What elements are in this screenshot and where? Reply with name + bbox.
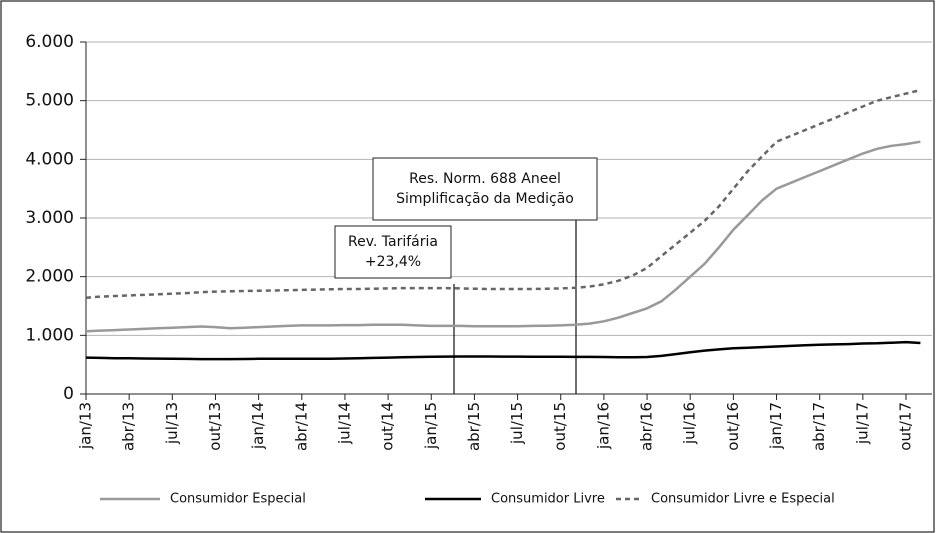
x-tick-label: jul/13: [163, 402, 181, 445]
y-tick-label: 0: [63, 384, 74, 404]
x-tick-label: out/13: [206, 402, 224, 451]
x-tick-label: out/17: [897, 402, 915, 451]
y-tick-label: 1.000: [25, 325, 74, 345]
x-tick-label: abr/17: [810, 402, 828, 451]
x-tick-label: jan/15: [422, 402, 440, 450]
y-tick-label: 6.000: [25, 32, 74, 52]
x-tick-label: out/16: [724, 402, 742, 451]
y-tick-label: 5.000: [25, 91, 74, 111]
x-tick-label: jul/15: [508, 402, 526, 445]
x-tick-label: jan/13: [77, 402, 95, 450]
series-line: [85, 140, 921, 333]
series-line: [85, 340, 921, 361]
x-tick-label: abr/13: [120, 402, 138, 451]
annotation-box: [334, 225, 452, 279]
x-tick-label: out/14: [379, 402, 397, 451]
y-tick-label: 3.000: [25, 208, 74, 228]
x-tick-label: jul/14: [335, 402, 353, 445]
annotation-text: +23,4%: [365, 254, 421, 270]
x-tick-label: out/15: [551, 402, 569, 451]
annotation-text: Rev. Tarifária: [348, 234, 438, 250]
y-tick-label: 2.000: [25, 267, 74, 287]
legend-label: Consumidor Livre e Especial: [651, 492, 835, 507]
x-tick-label: abr/16: [638, 402, 656, 451]
x-tick-label: jan/14: [249, 402, 267, 450]
series-line: [85, 88, 921, 300]
legend-label: Consumidor Livre: [491, 492, 605, 507]
x-tick-label: abr/15: [465, 402, 483, 451]
annotation-box: [372, 157, 598, 221]
x-tick-label: jul/16: [681, 402, 699, 445]
x-tick-label: jan/16: [594, 402, 612, 450]
y-tick-label: 4.000: [25, 149, 74, 169]
x-tick-label: abr/14: [292, 402, 310, 451]
legend-label: Consumidor Especial: [170, 492, 306, 507]
x-tick-label: jul/17: [853, 402, 871, 445]
annotation-text: Simplificação da Medição: [396, 191, 574, 207]
annotation-text: Res. Norm. 688 Aneel: [409, 171, 561, 187]
x-tick-label: jan/17: [767, 402, 785, 450]
